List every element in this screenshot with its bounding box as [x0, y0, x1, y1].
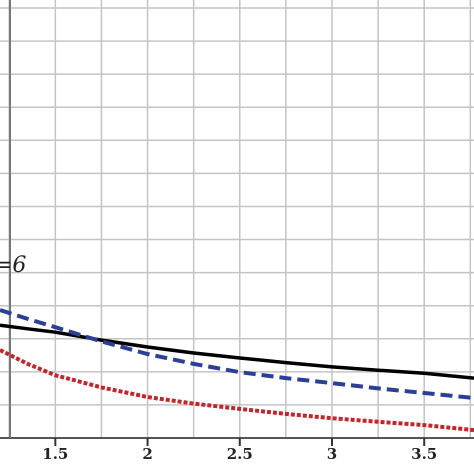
x-tick-label: 1.5 [42, 445, 68, 463]
series-line [0, 308, 474, 400]
series-line [0, 348, 474, 433]
annotation: =6 [0, 253, 26, 278]
x-tick-label: 2 [142, 445, 152, 463]
x-tick-label: 2.5 [227, 445, 253, 463]
series-line [0, 323, 474, 380]
x-tick-label: 3.5 [411, 445, 437, 463]
x-tick-label: 3 [327, 445, 337, 463]
